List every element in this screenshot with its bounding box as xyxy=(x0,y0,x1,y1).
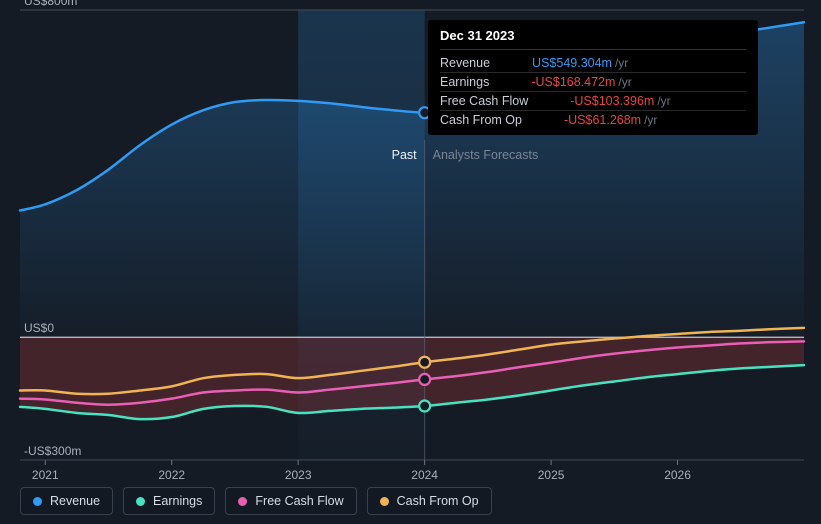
legend-swatch xyxy=(136,497,145,506)
legend-item-revenue[interactable]: Revenue xyxy=(20,487,113,515)
tooltip-row-value: -US$61.268m/yr xyxy=(540,113,746,127)
tooltip-row-label: Revenue xyxy=(440,56,490,70)
tooltip-row-unit: /yr xyxy=(612,56,628,70)
chart-tooltip: Dec 31 2023 Revenue US$549.304m/yr Earning… xyxy=(428,20,758,135)
chart-legend: Revenue Earnings Free Cash Flow Cash From O… xyxy=(20,487,492,515)
legend-label: Revenue xyxy=(50,494,100,508)
tooltip-row: Revenue US$549.304m/yr xyxy=(440,54,746,73)
legend-item-free-cash-flow[interactable]: Free Cash Flow xyxy=(225,487,356,515)
tooltip-date: Dec 31 2023 xyxy=(440,28,746,50)
legend-swatch xyxy=(33,497,42,506)
legend-label: Cash From Op xyxy=(397,494,479,508)
legend-swatch xyxy=(380,497,389,506)
tooltip-row: Free Cash Flow -US$103.396m/yr xyxy=(440,92,746,111)
series-marker-fcf xyxy=(419,374,430,385)
legend-item-cash-from-op[interactable]: Cash From Op xyxy=(367,487,492,515)
tooltip-row: Cash From Op -US$61.268m/yr xyxy=(440,111,746,129)
series-marker-cfo xyxy=(419,357,430,368)
tooltip-row: Earnings -US$168.472m/yr xyxy=(440,73,746,92)
tooltip-row-unit: /yr xyxy=(641,113,657,127)
series-marker-earnings xyxy=(419,401,430,412)
legend-item-earnings[interactable]: Earnings xyxy=(123,487,215,515)
tooltip-row-unit: /yr xyxy=(654,94,670,108)
tooltip-row-value: -US$168.472m/yr xyxy=(507,75,746,89)
tooltip-row-label: Cash From Op xyxy=(440,113,522,127)
tooltip-row-value: -US$103.396m/yr xyxy=(546,94,746,108)
legend-swatch xyxy=(238,497,247,506)
financials-chart: US$800mUS$0-US$300m 20212022202320242025… xyxy=(0,0,821,524)
tooltip-row-unit: /yr xyxy=(615,75,631,89)
tooltip-row-label: Free Cash Flow xyxy=(440,94,528,108)
legend-label: Free Cash Flow xyxy=(255,494,343,508)
legend-label: Earnings xyxy=(153,494,202,508)
tooltip-row-value: US$549.304m/yr xyxy=(508,56,746,70)
tooltip-row-label: Earnings xyxy=(440,75,489,89)
